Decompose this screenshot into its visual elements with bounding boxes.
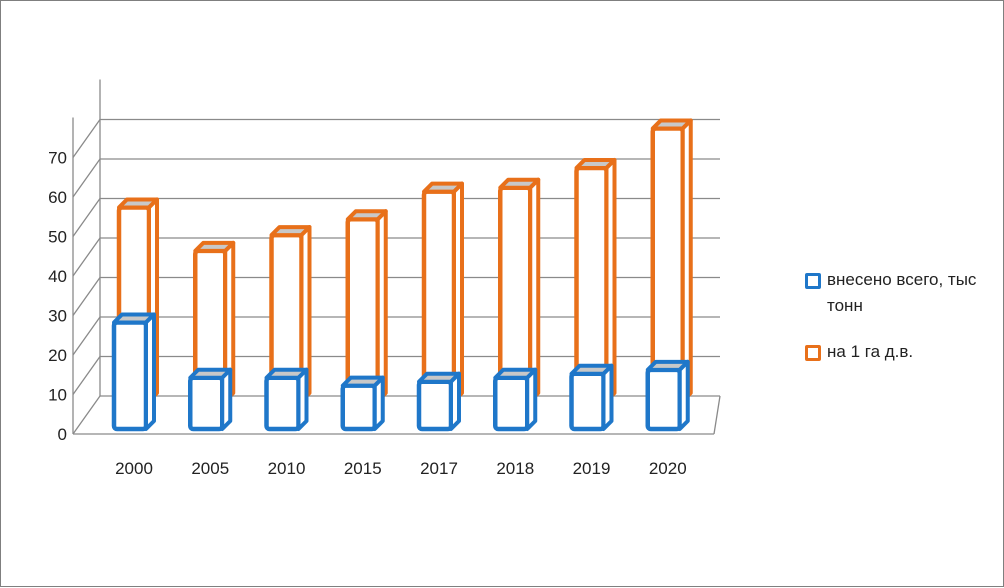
gridline-side — [72, 277, 101, 316]
legend-item-per-ha: на 1 га д.в. — [805, 339, 995, 365]
floor-right-edge — [713, 395, 721, 435]
x-tick-label: 2020 — [649, 459, 687, 478]
bar-total-side — [677, 359, 690, 431]
bar-total-side — [296, 367, 309, 431]
gridline-side — [72, 158, 101, 198]
legend-label-total: внесено всего, тыс тонн — [827, 270, 977, 315]
bar-total — [264, 375, 301, 432]
legend-label-per-ha: на 1 га д.в. — [827, 342, 914, 361]
bar-total — [416, 379, 454, 432]
bar-per-ha-side — [604, 157, 617, 403]
gridline-side — [72, 316, 101, 356]
bar-per-ha-side — [528, 177, 541, 403]
legend: внесено всего, тыс тонн на 1 га д.в. — [805, 267, 995, 385]
y-tick-label: 50 — [48, 228, 67, 247]
y-tick-label: 60 — [48, 188, 67, 207]
bar-per-ha — [421, 189, 457, 404]
x-tick-label: 2000 — [115, 459, 153, 478]
gridline-side — [72, 356, 101, 395]
y-tick-label: 10 — [48, 386, 67, 405]
bar-total — [188, 375, 225, 432]
x-tick-label: 2010 — [268, 459, 306, 478]
bar-total-side — [525, 367, 538, 431]
bar-total — [645, 367, 682, 432]
x-tick-label: 2018 — [496, 459, 534, 478]
gridline-side — [72, 119, 101, 158]
bar-per-ha-side — [223, 240, 236, 403]
bar-per-ha-side — [299, 225, 312, 403]
x-tick-label: 2019 — [573, 459, 611, 478]
legend-swatch-orange — [805, 345, 821, 361]
x-tick-label: 2017 — [420, 459, 458, 478]
bar-per-ha — [345, 217, 380, 404]
bar-total-side — [220, 367, 233, 431]
bar-total-side — [449, 371, 461, 431]
gridline-side — [72, 237, 101, 277]
y-tick-label: 30 — [48, 307, 67, 326]
bar-total-side — [144, 312, 156, 431]
bar-total — [493, 375, 530, 432]
bar-total — [111, 320, 149, 432]
x-tick-label: 2015 — [344, 459, 382, 478]
bar-total — [340, 383, 377, 432]
y-tick-label: 70 — [48, 149, 67, 168]
bar-total-side — [601, 363, 614, 431]
bar-total — [569, 371, 606, 432]
bar-per-ha-side — [452, 181, 464, 403]
x-tick-label: 2005 — [191, 459, 229, 478]
gridline-side — [72, 198, 101, 237]
bar-per-ha-side — [680, 118, 693, 403]
y-tick-label: 20 — [48, 346, 67, 365]
legend-item-total: внесено всего, тыс тонн — [805, 267, 995, 319]
bar-per-ha-side — [375, 209, 388, 403]
y-tick-label: 0 — [58, 425, 67, 444]
y-tick-label: 40 — [48, 267, 67, 286]
bar-total-side — [372, 375, 385, 431]
legend-swatch-blue — [805, 273, 821, 289]
gridline-side — [72, 395, 101, 435]
